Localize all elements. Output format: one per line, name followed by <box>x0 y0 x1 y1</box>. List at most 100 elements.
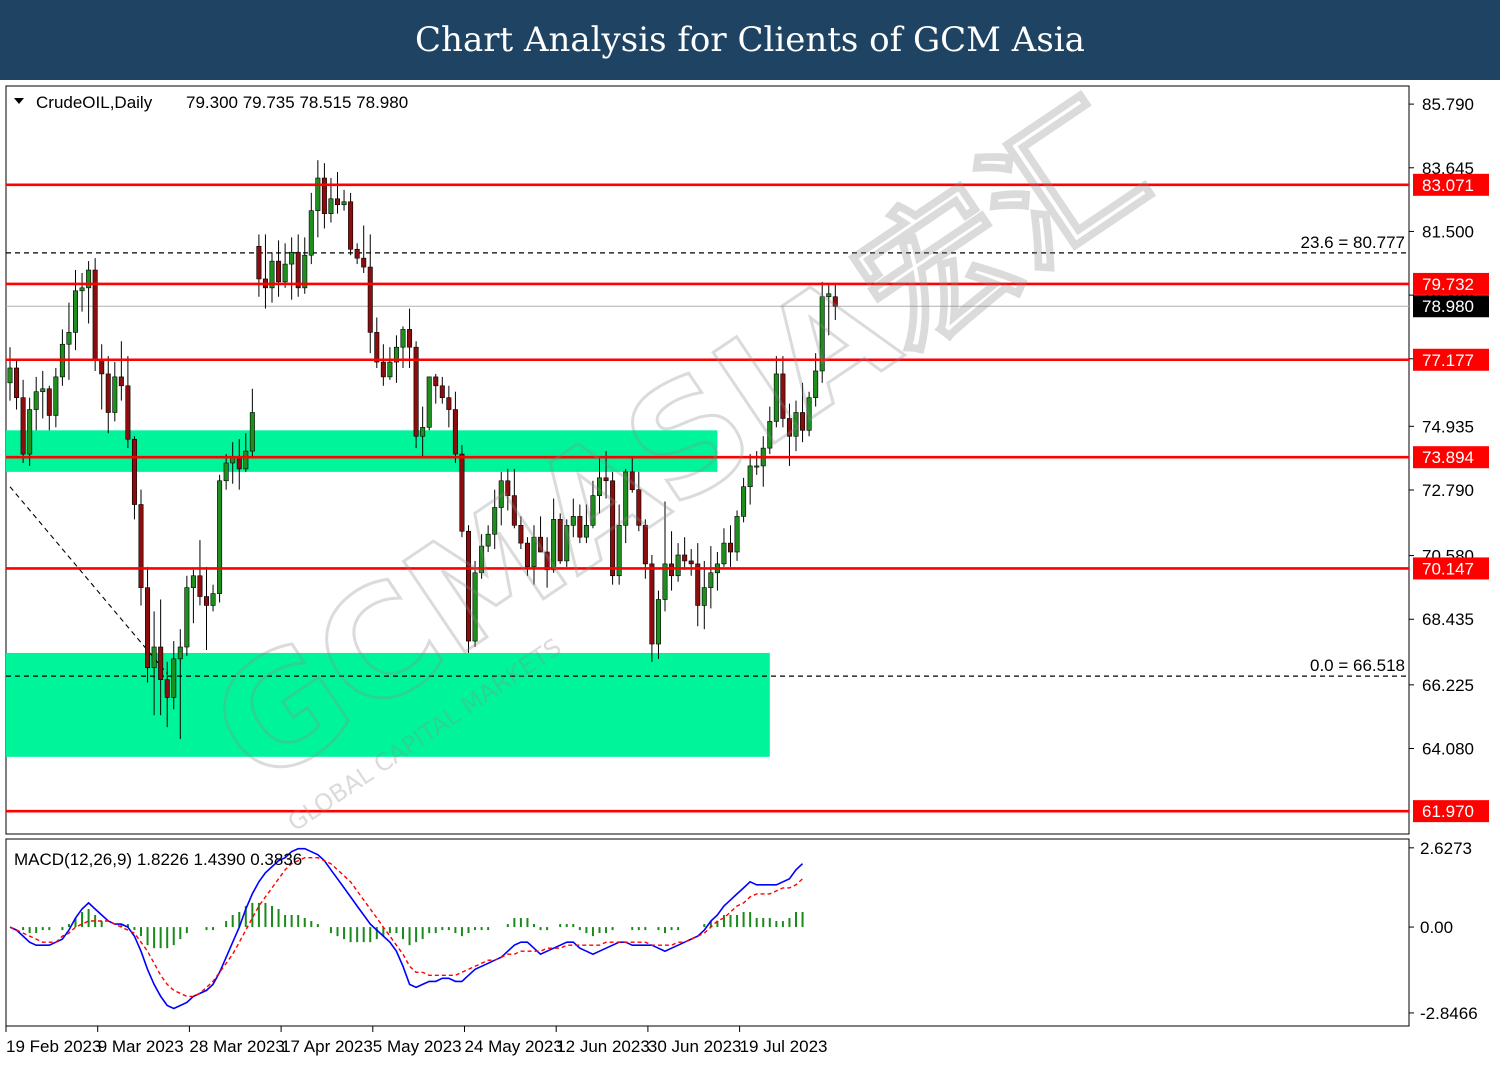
candle-body <box>819 296 825 372</box>
candle-body <box>747 465 753 488</box>
candle-body <box>302 254 308 289</box>
candle-body <box>171 658 177 698</box>
candle-body <box>315 177 321 211</box>
price-tick-label: 68.435 <box>1422 610 1474 629</box>
candle-body <box>682 554 688 562</box>
time-tick-label: 17 Apr 2023 <box>281 1037 373 1056</box>
candle-body <box>669 563 675 577</box>
candle-body <box>505 480 511 496</box>
level-tag-label: 61.970 <box>1422 802 1474 821</box>
candle-body <box>400 329 406 348</box>
candle-body <box>217 480 223 594</box>
candle-body <box>164 679 170 698</box>
candle-body <box>649 563 655 645</box>
price-tick-label: 72.790 <box>1422 481 1474 500</box>
macd-tick-label: 2.6273 <box>1420 839 1472 858</box>
time-tick-label: 24 May 2023 <box>465 1037 563 1056</box>
candle-body <box>564 525 570 562</box>
candle-body <box>675 554 681 577</box>
price-tick-label: 64.080 <box>1422 740 1474 759</box>
candle-body <box>688 560 694 565</box>
level-tag-bg <box>1413 800 1489 823</box>
candle-body <box>420 427 426 437</box>
candle-body <box>695 563 701 606</box>
candle-body <box>112 376 118 413</box>
symbol-info: CrudeOIL,Daily 79.300 79.735 78.515 78.9… <box>14 93 408 112</box>
candle-body <box>479 545 485 574</box>
candle-body <box>800 412 806 431</box>
candle-body <box>407 329 413 348</box>
candle-body <box>66 332 72 345</box>
candle-body <box>334 198 340 206</box>
candle-body <box>249 412 255 452</box>
level-tag-bg <box>1413 446 1489 469</box>
level-tag-label: 73.894 <box>1422 448 1474 467</box>
candle-body <box>190 575 196 588</box>
candle-body <box>538 536 544 553</box>
candle-body <box>86 269 92 289</box>
time-tick-label: 28 Mar 2023 <box>189 1037 284 1056</box>
candle-body <box>570 516 576 526</box>
candle-body <box>623 471 629 526</box>
candle-body <box>308 210 314 256</box>
candle-body <box>289 251 295 265</box>
candle-body <box>276 260 282 283</box>
price-tick-label: 74.935 <box>1422 417 1474 436</box>
candle-body <box>721 542 727 565</box>
candle-body <box>433 376 439 387</box>
candle-body <box>131 438 137 505</box>
level-tag-bg <box>1413 348 1489 371</box>
candle-body <box>118 376 124 387</box>
candle-body <box>629 471 635 490</box>
candle-body <box>727 542 733 553</box>
candle-body <box>544 551 550 571</box>
symbol-label: CrudeOIL,Daily <box>36 93 153 112</box>
candle-body <box>269 260 275 289</box>
candle-body <box>243 450 249 470</box>
level-tag-bg <box>1413 272 1489 295</box>
candle-body <box>780 373 786 419</box>
candle-body <box>374 332 380 363</box>
time-tick-label: 12 Jun 2023 <box>556 1037 650 1056</box>
fib-label: 23.6 = 80.777 <box>1301 233 1405 252</box>
candle-body <box>380 361 386 378</box>
candle-body <box>361 257 367 268</box>
price-plot: 23.6 = 80.777 0.0 = 66.518 <box>6 160 1409 813</box>
candle-body <box>596 477 602 496</box>
candle-body <box>151 646 157 669</box>
candle-body <box>662 563 668 600</box>
price-tick-label: 81.500 <box>1422 222 1474 241</box>
support-zone <box>6 652 770 757</box>
support-zone <box>6 430 718 472</box>
macd-tick-label: 0.00 <box>1420 918 1453 937</box>
candle-body <box>367 266 373 333</box>
candle-body <box>826 293 832 298</box>
candle-body <box>79 287 85 292</box>
candle-body <box>786 418 792 437</box>
candle-body <box>452 409 458 455</box>
macd-tick-label: -2.8466 <box>1420 1004 1478 1023</box>
candle-body <box>204 596 210 606</box>
dropdown-triangle-icon[interactable] <box>14 98 24 104</box>
candle-body <box>498 480 504 508</box>
time-tick-label: 19 Feb 2023 <box>6 1037 101 1056</box>
candle-body <box>393 346 399 363</box>
candle-body <box>754 465 760 468</box>
candle-body <box>341 201 347 206</box>
candle-body <box>636 489 642 526</box>
trendline <box>9 486 168 675</box>
candle-body <box>793 412 799 437</box>
macd-line <box>9 847 804 1010</box>
candle-body <box>767 421 773 449</box>
fib-label: 0.0 = 66.518 <box>1310 656 1405 675</box>
time-tick-label: 30 Jun 2023 <box>648 1037 742 1056</box>
price-tick-label: 85.790 <box>1422 95 1474 114</box>
candle-body <box>53 376 59 416</box>
candle-body <box>485 533 491 547</box>
level-tags: 83.071 79.732 77.177 73.894 70.147 61.970 78.9… <box>1413 173 1489 823</box>
time-tick-label: 5 May 2023 <box>373 1037 462 1056</box>
candle-body <box>590 495 596 526</box>
candle-body <box>105 373 111 413</box>
level-tag-label: 77.177 <box>1422 351 1474 370</box>
